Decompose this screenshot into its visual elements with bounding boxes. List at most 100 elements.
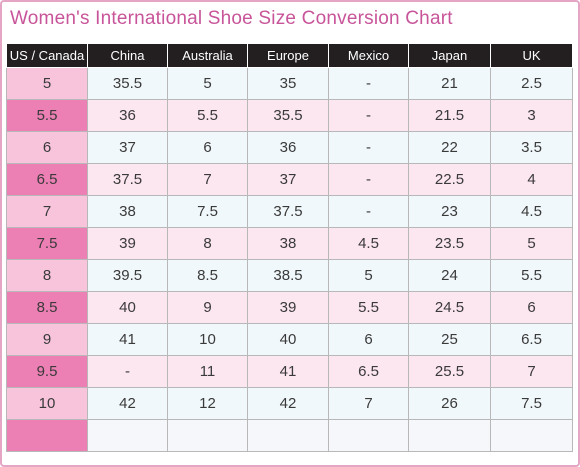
cell-us-canada: 6 bbox=[6, 131, 88, 164]
header-europe: Europe bbox=[247, 43, 329, 68]
cell-us-canada: 6.5 bbox=[6, 163, 88, 196]
cell-mexico: 6.5 bbox=[328, 355, 409, 388]
cell-us-canada bbox=[6, 419, 88, 452]
cell-china: 35.5 bbox=[87, 67, 168, 100]
cell-europe: 35.5 bbox=[247, 99, 329, 132]
cell-europe: 38.5 bbox=[247, 259, 329, 292]
cell-japan: 23 bbox=[408, 195, 491, 228]
cell-china: - bbox=[87, 355, 168, 388]
cell-uk: 6.5 bbox=[490, 323, 573, 356]
cell-australia: 7.5 bbox=[167, 195, 248, 228]
cell-us-canada: 5 bbox=[6, 67, 88, 100]
cell-japan: 26 bbox=[408, 387, 491, 420]
cell-uk: 3.5 bbox=[490, 131, 573, 164]
table-row: 7.5 39 8 38 4.5 23.5 5 bbox=[6, 227, 573, 260]
cell-europe: 42 bbox=[247, 387, 329, 420]
cell-japan: 23.5 bbox=[408, 227, 491, 260]
cell-china: 37.5 bbox=[87, 163, 168, 196]
cell-china: 37 bbox=[87, 131, 168, 164]
table-row: 8 39.5 8.5 38.5 5 24 5.5 bbox=[6, 259, 573, 292]
cell-uk: 4.5 bbox=[490, 195, 573, 228]
cell-us-canada: 8.5 bbox=[6, 291, 88, 324]
table-row: 8.5 40 9 39 5.5 24.5 6 bbox=[6, 291, 573, 324]
cell-mexico: 4.5 bbox=[328, 227, 409, 260]
header-us-canada: US / Canada bbox=[6, 43, 88, 68]
cell-japan: 21 bbox=[408, 67, 491, 100]
cell-japan: 21.5 bbox=[408, 99, 491, 132]
cell-china: 39 bbox=[87, 227, 168, 260]
cell-uk: 2.5 bbox=[490, 67, 573, 100]
header-china: China bbox=[87, 43, 168, 68]
cell-australia: 8.5 bbox=[167, 259, 248, 292]
cell-japan: 22.5 bbox=[408, 163, 491, 196]
cell-australia: 11 bbox=[167, 355, 248, 388]
table-row: 5.5 36 5.5 35.5-21.5 3 bbox=[6, 99, 573, 132]
cell-japan: 25 bbox=[408, 323, 491, 356]
cell-china: 36 bbox=[87, 99, 168, 132]
cell-australia: 8 bbox=[167, 227, 248, 260]
cell-uk: 6 bbox=[490, 291, 573, 324]
header-uk: UK bbox=[490, 43, 573, 68]
table-row: 9 41 10 40 6 25 6.5 bbox=[6, 323, 573, 356]
cell-europe: 39 bbox=[247, 291, 329, 324]
cell-us-canada: 5.5 bbox=[6, 99, 88, 132]
table-body: 5 35.5 5 35-21 2.5 5.5 36 5.5 35.5-21.5 3 6 37 6 36-2… bbox=[6, 67, 573, 452]
cell-china: 41 bbox=[87, 323, 168, 356]
cell-uk: 5 bbox=[490, 227, 573, 260]
cell-china: 38 bbox=[87, 195, 168, 228]
cell-uk: 3 bbox=[490, 99, 573, 132]
cell-china: 39.5 bbox=[87, 259, 168, 292]
cell-us-canada: 10 bbox=[6, 387, 88, 420]
cell-japan: 24 bbox=[408, 259, 491, 292]
cell-china bbox=[87, 419, 168, 452]
cell-europe: 35 bbox=[247, 67, 329, 100]
cell-australia: 7 bbox=[167, 163, 248, 196]
header-australia: Australia bbox=[167, 43, 248, 68]
cell-mexico: 5 bbox=[328, 259, 409, 292]
table-row: 5 35.5 5 35-21 2.5 bbox=[6, 67, 573, 100]
cell-europe: 37.5 bbox=[247, 195, 329, 228]
table-row: 10 42 12 42 7 26 7.5 bbox=[6, 387, 573, 420]
cell-japan: 22 bbox=[408, 131, 491, 164]
cell-mexico: 6 bbox=[328, 323, 409, 356]
cell-japan: 24.5 bbox=[408, 291, 491, 324]
cell-uk bbox=[490, 419, 573, 452]
cell-uk: 5.5 bbox=[490, 259, 573, 292]
cell-us-canada: 9 bbox=[6, 323, 88, 356]
cell-australia: 5.5 bbox=[167, 99, 248, 132]
cell-australia: 9 bbox=[167, 291, 248, 324]
cell-europe: 38 bbox=[247, 227, 329, 260]
table-row bbox=[6, 419, 573, 452]
cell-us-canada: 7 bbox=[6, 195, 88, 228]
cell-australia bbox=[167, 419, 248, 452]
table-row: 6 37 6 36-22 3.5 bbox=[6, 131, 573, 164]
cell-uk: 7.5 bbox=[490, 387, 573, 420]
cell-europe: 40 bbox=[247, 323, 329, 356]
cell-australia: 10 bbox=[167, 323, 248, 356]
cell-japan bbox=[408, 419, 491, 452]
cell-australia: 12 bbox=[167, 387, 248, 420]
cell-us-canada: 9.5 bbox=[6, 355, 88, 388]
cell-europe: 41 bbox=[247, 355, 329, 388]
cell-europe bbox=[247, 419, 329, 452]
cell-mexico: - bbox=[328, 99, 409, 132]
cell-us-canada: 8 bbox=[6, 259, 88, 292]
cell-mexico bbox=[328, 419, 409, 452]
cell-mexico: - bbox=[328, 163, 409, 196]
cell-europe: 37 bbox=[247, 163, 329, 196]
header-japan: Japan bbox=[408, 43, 491, 68]
cell-mexico: 7 bbox=[328, 387, 409, 420]
table-row: 7 38 7.5 37.5-23 4.5 bbox=[6, 195, 573, 228]
table-row: 9.5-11 41 6.5 25.5 7 bbox=[6, 355, 573, 388]
cell-mexico: - bbox=[328, 195, 409, 228]
cell-china: 40 bbox=[87, 291, 168, 324]
cell-china: 42 bbox=[87, 387, 168, 420]
header-row: US / Canada China Australia Europe Mexic… bbox=[6, 43, 573, 68]
cell-australia: 6 bbox=[167, 131, 248, 164]
cell-japan: 25.5 bbox=[408, 355, 491, 388]
size-conversion-table: US / Canada China Australia Europe Mexic… bbox=[6, 43, 573, 452]
cell-europe: 36 bbox=[247, 131, 329, 164]
cell-uk: 4 bbox=[490, 163, 573, 196]
cell-uk: 7 bbox=[490, 355, 573, 388]
cell-australia: 5 bbox=[167, 67, 248, 100]
